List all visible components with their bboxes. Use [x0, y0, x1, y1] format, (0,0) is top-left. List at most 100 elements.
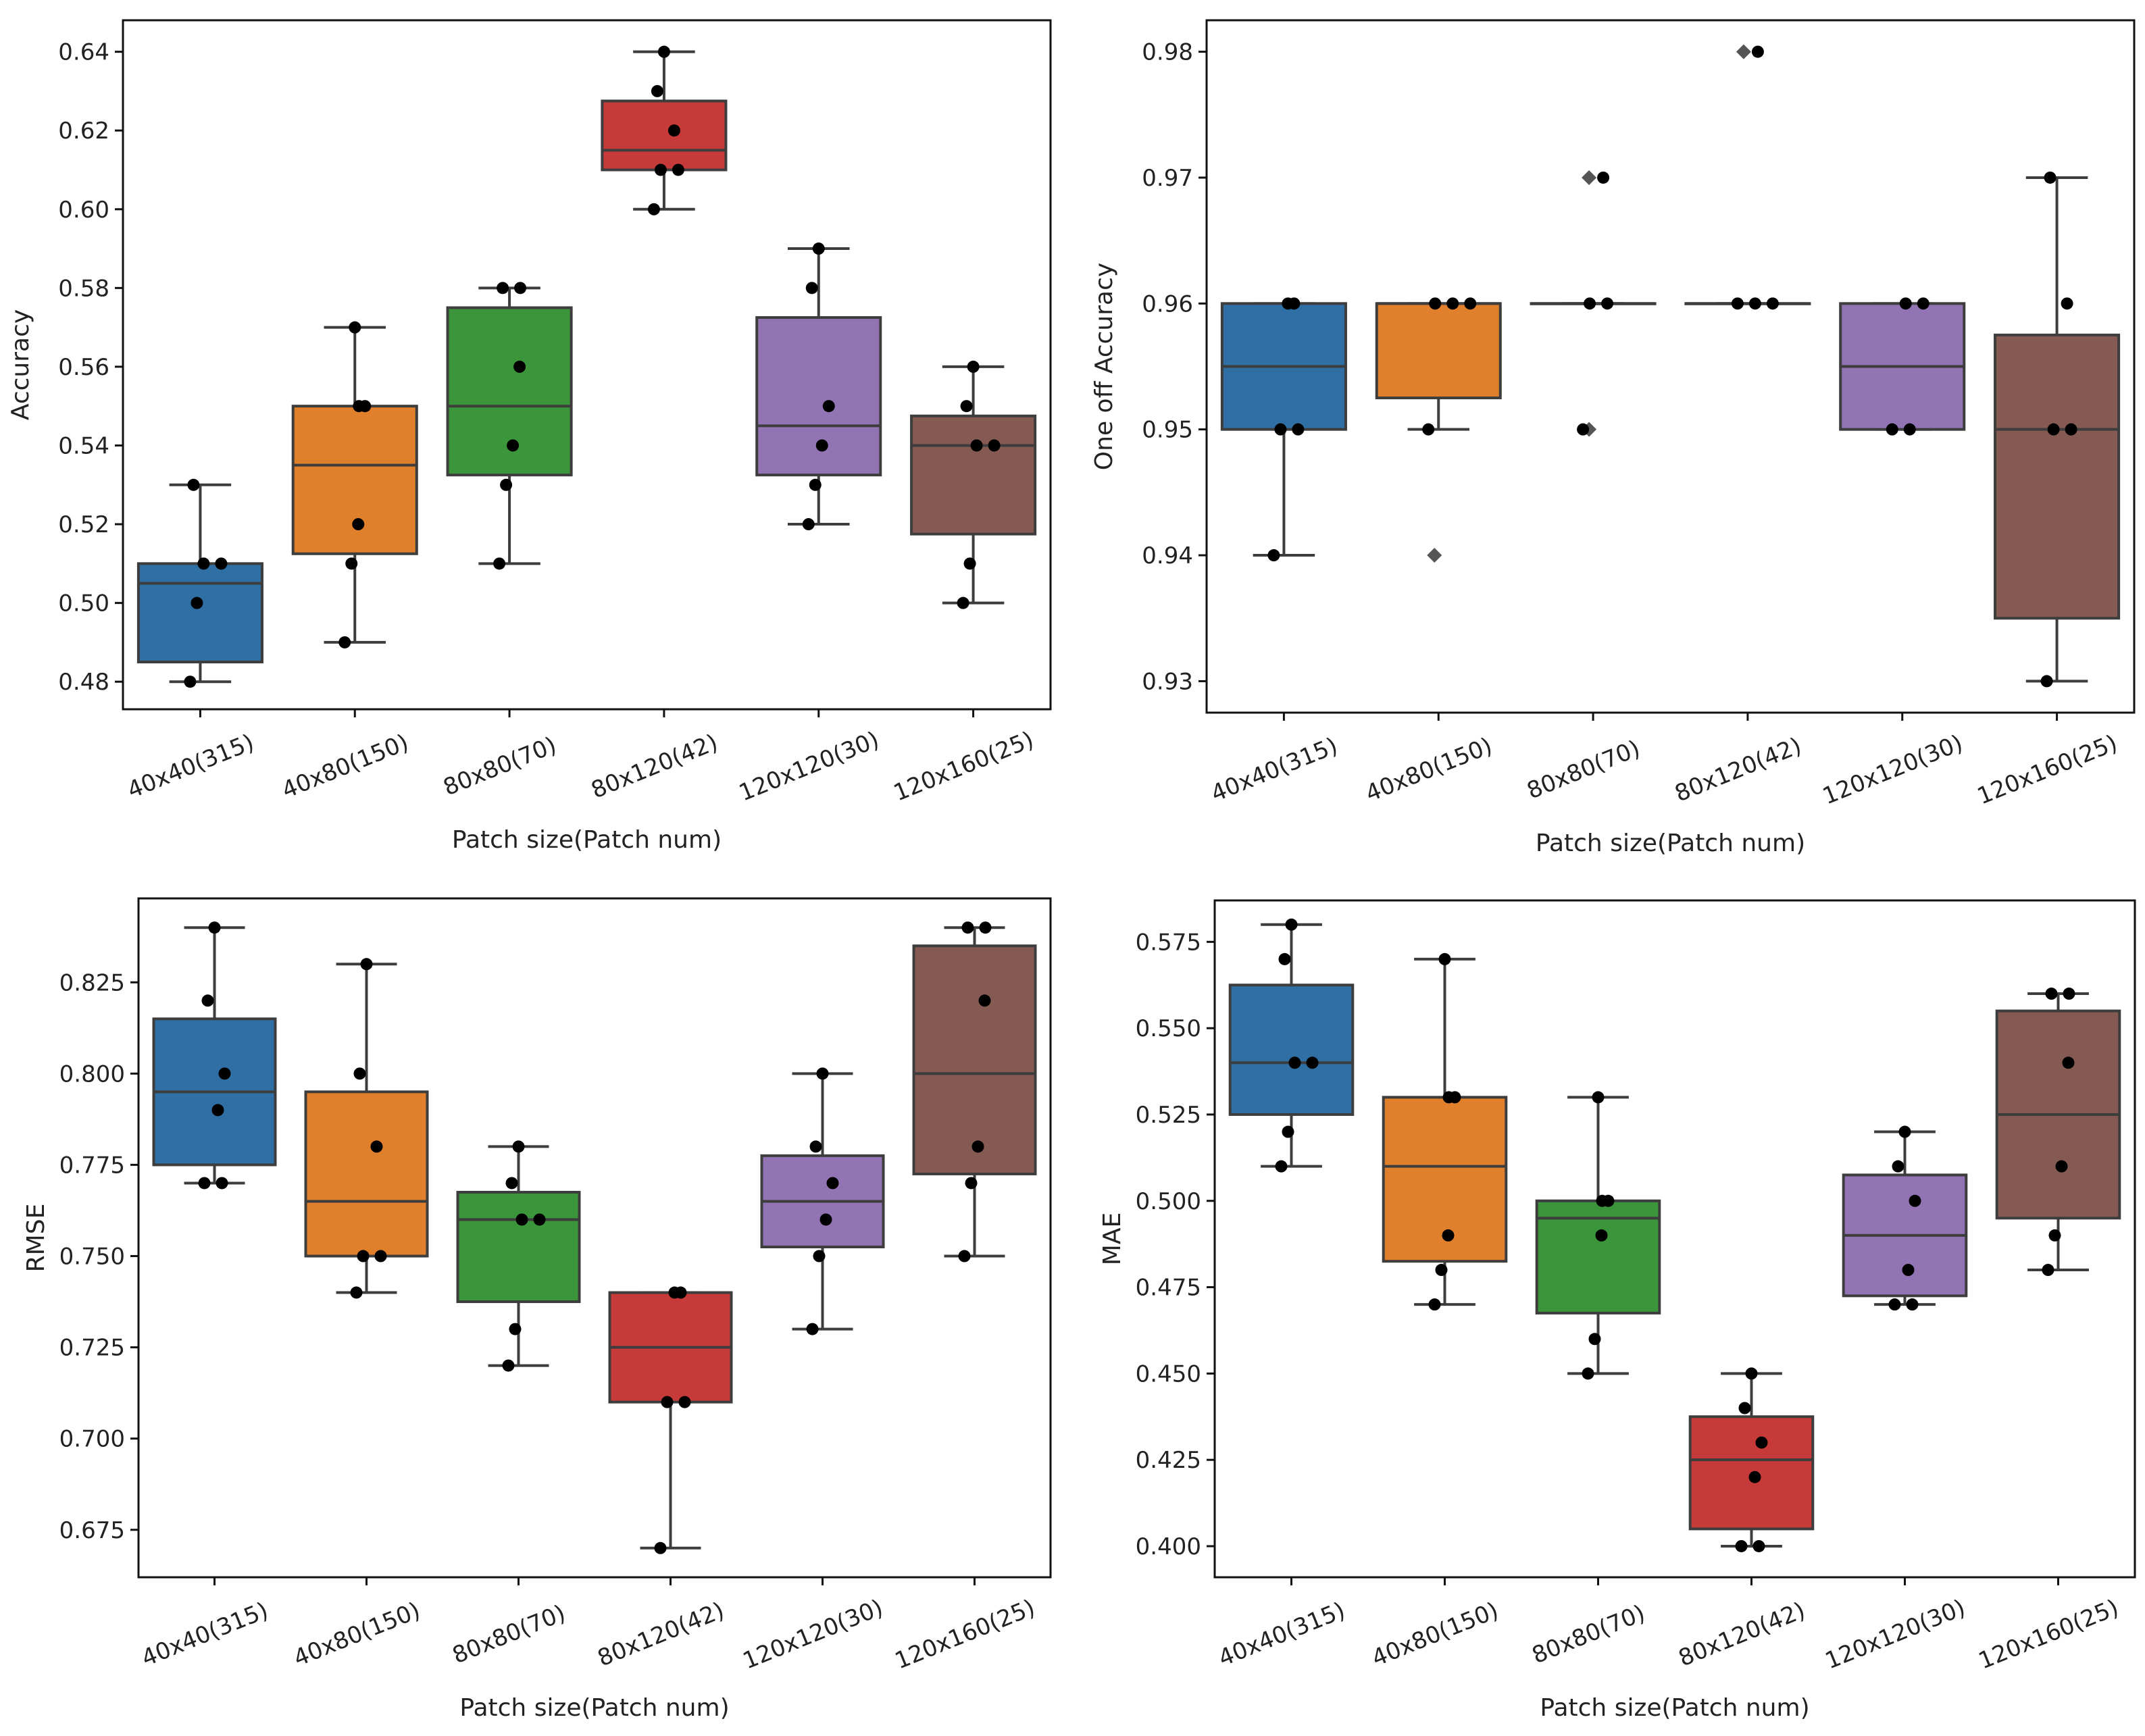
y-tick-label: 0.575 [1136, 929, 1201, 956]
plot-frame [122, 19, 1052, 711]
data-point [816, 1067, 829, 1080]
y-tick-label: 0.93 [1142, 668, 1193, 695]
data-point [805, 282, 818, 295]
data-point [1422, 423, 1435, 436]
plot-frame [137, 897, 1052, 1579]
data-point [2055, 1160, 2068, 1173]
box [1535, 1199, 1661, 1314]
data-point [187, 478, 200, 491]
y-tick-label: 0.675 [59, 1517, 125, 1544]
data-point [2063, 988, 2075, 1000]
box [1228, 984, 1355, 1116]
data-point [2065, 423, 2077, 436]
data-point [1464, 297, 1477, 310]
data-point [1428, 1298, 1441, 1311]
data-point [1902, 1264, 1915, 1277]
y-tick-label: 0.52 [58, 511, 109, 538]
data-point [1292, 423, 1305, 436]
data-point [1446, 297, 1459, 310]
data-point [507, 439, 520, 452]
data-point [957, 596, 969, 609]
box-group [760, 1067, 885, 1335]
x-axis-label: Patch size(Patch num) [1536, 829, 1805, 857]
box [601, 99, 728, 172]
box-group [1220, 297, 1347, 562]
box [304, 1090, 429, 1258]
data-point [1288, 1056, 1301, 1069]
data-point [512, 1140, 525, 1153]
box-group [1684, 44, 1811, 310]
data-point [1755, 1436, 1768, 1449]
data-point [218, 1067, 231, 1080]
data-point [1906, 1298, 1919, 1311]
data-point [370, 1140, 383, 1153]
box-group [1994, 171, 2121, 688]
data-point [1917, 297, 1929, 310]
data-point [1748, 1471, 1761, 1483]
box [755, 316, 882, 477]
data-point [1892, 1160, 1904, 1173]
data-point [2040, 675, 2053, 688]
y-tick-label: 0.775 [59, 1152, 125, 1179]
data-point [822, 400, 835, 413]
data-point [988, 439, 1001, 452]
y-axis-label: MAE [1099, 1212, 1126, 1265]
data-point [493, 557, 506, 570]
box-group [456, 1140, 581, 1372]
data-point [1751, 45, 1764, 58]
y-tick-label: 0.800 [59, 1061, 125, 1088]
y-tick-label: 0.50 [58, 590, 109, 617]
data-point [1898, 1125, 1911, 1138]
data-point [360, 958, 373, 971]
data-point [809, 478, 822, 491]
data-point [1306, 1056, 1319, 1069]
data-point [1278, 952, 1291, 965]
y-tick-label: 0.400 [1136, 1533, 1201, 1560]
data-point [806, 1323, 819, 1335]
y-tick-label: 0.425 [1136, 1447, 1201, 1474]
data-point [970, 439, 983, 452]
data-point [1888, 1298, 1901, 1311]
y-axis-label: RMSE [22, 1204, 50, 1273]
y-tick-label: 0.475 [1136, 1275, 1201, 1302]
data-point [533, 1213, 546, 1226]
data-point [1886, 423, 1898, 436]
data-point [1597, 171, 1610, 184]
data-point [349, 321, 361, 334]
data-point [1577, 423, 1590, 436]
data-point [345, 557, 358, 570]
box-group [136, 478, 263, 688]
box [136, 562, 263, 664]
data-point [1748, 297, 1761, 310]
box-group [1688, 1367, 1815, 1552]
data-point [668, 1286, 681, 1299]
box [1994, 333, 2121, 620]
data-point [1595, 1229, 1608, 1242]
data-point [813, 1250, 826, 1262]
y-tick-label: 0.58 [58, 275, 109, 302]
y-axis-label: One off Accuracy [1090, 263, 1118, 470]
data-point [1735, 1539, 1748, 1552]
data-point [978, 994, 991, 1007]
box-group [1839, 297, 1966, 436]
box [912, 944, 1037, 1175]
y-tick-label: 0.550 [1136, 1015, 1201, 1042]
data-point [191, 596, 203, 609]
data-point [2062, 1056, 2075, 1069]
box [456, 1190, 581, 1304]
y-tick-label: 0.64 [58, 39, 109, 66]
data-point [1601, 297, 1614, 310]
outlier-marker [1427, 548, 1442, 563]
data-point [1582, 1367, 1594, 1380]
data-point [1442, 1229, 1455, 1242]
box-group [1375, 297, 1502, 563]
data-point [1903, 423, 1916, 436]
data-point [513, 360, 526, 373]
data-point [201, 994, 214, 1007]
box-group [1842, 1125, 1968, 1311]
box [291, 405, 418, 555]
data-point [812, 242, 825, 255]
data-point [211, 1104, 224, 1117]
box-group [912, 921, 1037, 1262]
